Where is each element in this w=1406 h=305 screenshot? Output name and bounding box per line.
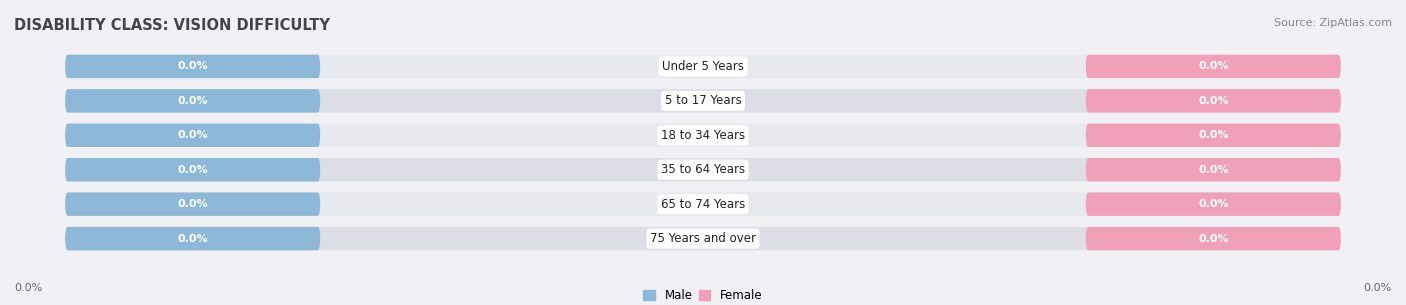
Legend: Male, Female: Male, Female [638, 284, 768, 305]
FancyBboxPatch shape [65, 192, 1341, 216]
Text: 75 Years and over: 75 Years and over [650, 232, 756, 245]
Text: Under 5 Years: Under 5 Years [662, 60, 744, 73]
FancyBboxPatch shape [1085, 192, 1341, 216]
Text: Source: ZipAtlas.com: Source: ZipAtlas.com [1274, 18, 1392, 28]
FancyBboxPatch shape [65, 158, 1341, 181]
FancyBboxPatch shape [1085, 55, 1341, 78]
Text: 35 to 64 Years: 35 to 64 Years [661, 163, 745, 176]
Text: 0.0%: 0.0% [1364, 283, 1392, 293]
Text: 0.0%: 0.0% [14, 283, 42, 293]
FancyBboxPatch shape [65, 55, 321, 78]
Text: 0.0%: 0.0% [177, 96, 208, 106]
Text: 0.0%: 0.0% [1198, 199, 1229, 209]
FancyBboxPatch shape [65, 55, 1341, 78]
FancyBboxPatch shape [65, 89, 321, 113]
FancyBboxPatch shape [65, 158, 321, 181]
Text: 0.0%: 0.0% [177, 165, 208, 175]
Text: 0.0%: 0.0% [1198, 234, 1229, 244]
FancyBboxPatch shape [1085, 227, 1341, 250]
Text: 18 to 34 Years: 18 to 34 Years [661, 129, 745, 142]
Text: 5 to 17 Years: 5 to 17 Years [665, 94, 741, 107]
FancyBboxPatch shape [1085, 124, 1341, 147]
FancyBboxPatch shape [65, 192, 321, 216]
Text: 0.0%: 0.0% [177, 199, 208, 209]
Text: 0.0%: 0.0% [1198, 130, 1229, 140]
Text: 0.0%: 0.0% [1198, 96, 1229, 106]
FancyBboxPatch shape [65, 124, 1341, 147]
Text: 65 to 74 Years: 65 to 74 Years [661, 198, 745, 211]
FancyBboxPatch shape [65, 227, 321, 250]
FancyBboxPatch shape [1085, 158, 1341, 181]
Text: 0.0%: 0.0% [1198, 61, 1229, 71]
Text: DISABILITY CLASS: VISION DIFFICULTY: DISABILITY CLASS: VISION DIFFICULTY [14, 18, 330, 33]
FancyBboxPatch shape [65, 89, 1341, 113]
Text: 0.0%: 0.0% [177, 234, 208, 244]
FancyBboxPatch shape [1085, 89, 1341, 113]
Text: 0.0%: 0.0% [177, 61, 208, 71]
Text: 0.0%: 0.0% [177, 130, 208, 140]
FancyBboxPatch shape [65, 124, 321, 147]
Text: 0.0%: 0.0% [1198, 165, 1229, 175]
FancyBboxPatch shape [65, 227, 1341, 250]
